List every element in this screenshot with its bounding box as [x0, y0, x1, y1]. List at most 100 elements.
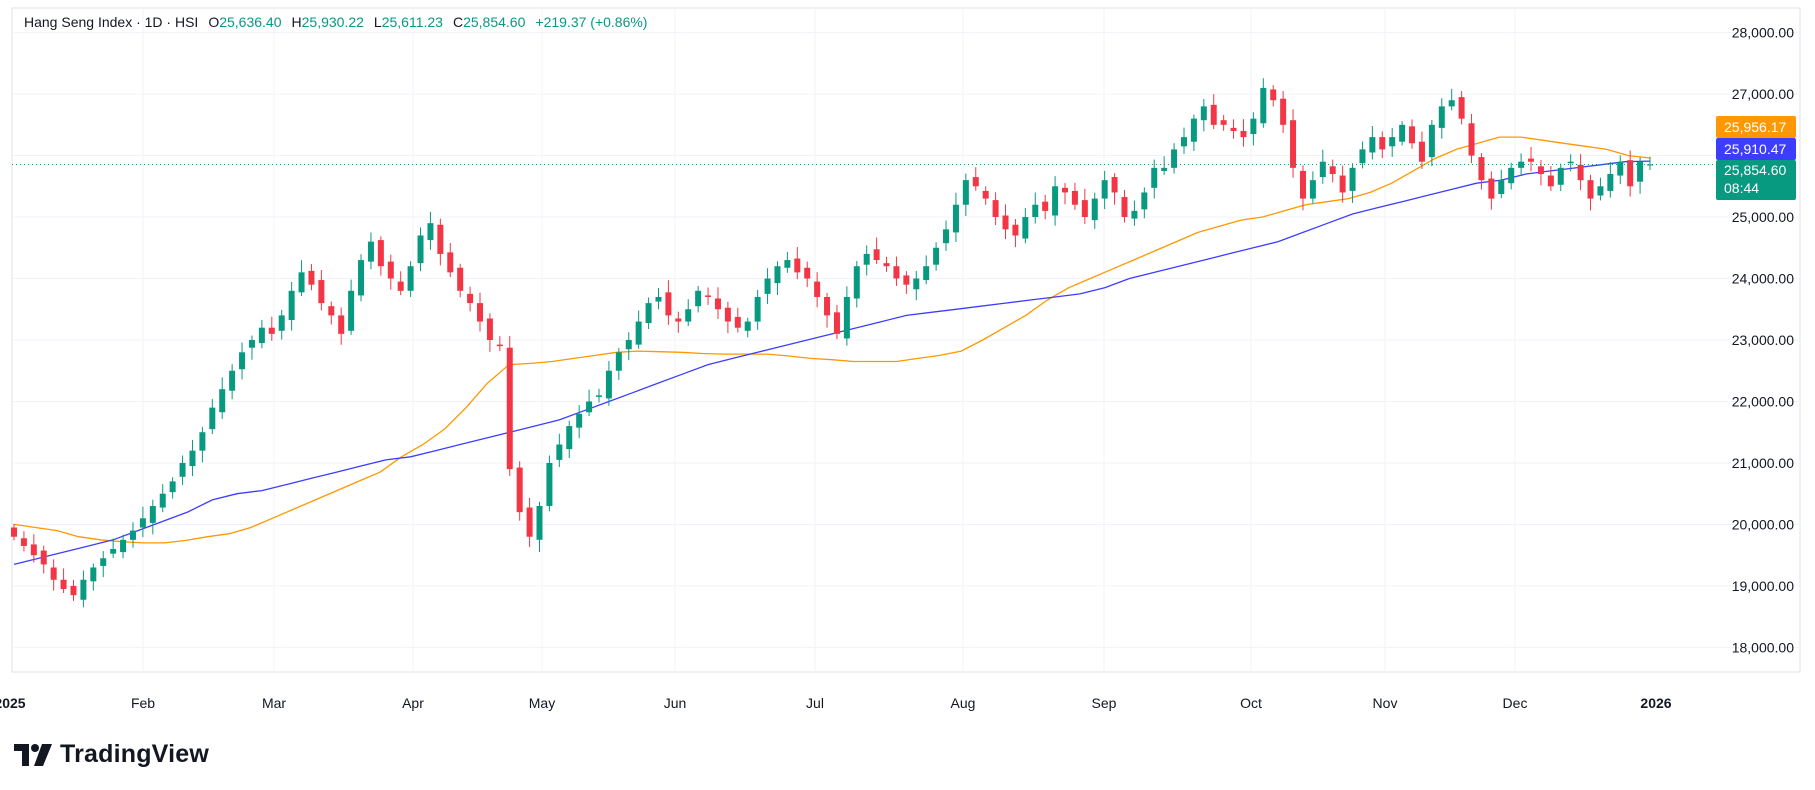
- candle-up: [110, 549, 117, 554]
- candle-down: [734, 316, 741, 328]
- candle-up: [546, 462, 553, 506]
- x-tick-label: Nov: [1373, 695, 1398, 711]
- candle-up: [1022, 217, 1029, 239]
- x-tick-label: 2026: [1640, 695, 1671, 711]
- candle-up: [962, 180, 969, 205]
- x-tick-label: Aug: [951, 695, 976, 711]
- bar-countdown-text: 08:44: [1724, 180, 1759, 196]
- candle-down: [675, 318, 682, 322]
- candle-up: [744, 321, 751, 331]
- candle-up: [120, 539, 127, 553]
- candle-up: [129, 530, 136, 540]
- candle-down: [1062, 187, 1069, 193]
- y-tick-label: 19,000.00: [1732, 578, 1794, 594]
- candle-up: [90, 567, 97, 582]
- legend-low-label: L: [373, 14, 382, 30]
- candle-down: [1299, 170, 1306, 199]
- candle-down: [526, 507, 533, 537]
- candle-up: [1260, 87, 1267, 124]
- candle-up: [169, 481, 176, 493]
- tradingview-logo[interactable]: TradingView: [14, 740, 209, 769]
- y-tick-label: 18,000.00: [1732, 639, 1794, 655]
- candle-down: [318, 280, 325, 304]
- candle-down: [30, 544, 37, 556]
- candle-down: [328, 306, 335, 316]
- candle-up: [1131, 210, 1138, 219]
- candle-up: [189, 450, 196, 467]
- legend-title[interactable]: Hang Seng Index · 1D · HSI: [24, 14, 199, 30]
- y-tick-label: 25,000.00: [1732, 209, 1794, 225]
- candle-down: [40, 550, 47, 565]
- y-tick-label: 22,000.00: [1732, 393, 1794, 409]
- candle-up: [685, 309, 692, 322]
- y-tick-label: 28,000.00: [1732, 25, 1794, 41]
- candle-down: [814, 281, 821, 297]
- candle-up: [1190, 118, 1197, 142]
- candle-up: [1647, 164, 1653, 166]
- y-tick-label: 27,000.00: [1732, 86, 1794, 102]
- candle-up: [407, 266, 414, 291]
- candle-down: [1240, 130, 1247, 138]
- candle-down: [1537, 166, 1544, 174]
- candle-up: [258, 327, 265, 344]
- candle-down: [824, 296, 831, 316]
- candle-down: [308, 270, 315, 285]
- symbol-legend[interactable]: Hang Seng Index · 1D · HSI O25,636.40 H25,…: [24, 14, 647, 30]
- candle-down: [972, 177, 979, 187]
- candle-down: [506, 347, 513, 470]
- candle-down: [1409, 126, 1416, 144]
- candle-up: [645, 303, 652, 324]
- candle-down: [1547, 175, 1554, 187]
- x-axis[interactable]: 2025 Feb Mar Apr May Jun Jul Aug Sep Oct Nov Dec 202…: [0, 695, 1672, 711]
- candle-down: [1210, 104, 1217, 125]
- candle-up: [863, 253, 870, 265]
- candle-down: [724, 307, 731, 322]
- legend-open-value: 25,636.40: [219, 14, 282, 30]
- candle-up: [298, 272, 305, 293]
- candle-up: [1349, 167, 1356, 191]
- x-tick-label: May: [529, 695, 555, 711]
- candle-up: [80, 579, 87, 600]
- candle-up: [1389, 137, 1396, 147]
- y-tick-label: 20,000.00: [1732, 516, 1794, 532]
- candle-down: [714, 298, 721, 310]
- candle-up: [615, 352, 622, 371]
- candle-down: [1270, 89, 1277, 101]
- candle-down: [447, 252, 454, 273]
- candle-up: [1052, 186, 1059, 216]
- candle-up: [1091, 198, 1098, 221]
- candle-up: [586, 401, 593, 413]
- ma-short-badge: [1716, 116, 1796, 138]
- candle-up: [1637, 161, 1644, 182]
- candle-up: [149, 506, 156, 523]
- candle-down: [496, 344, 503, 347]
- candles: [11, 78, 1653, 608]
- candle-up: [695, 290, 702, 307]
- candle-down: [1478, 157, 1485, 181]
- candle-down: [486, 318, 493, 340]
- x-tick-label: Dec: [1503, 695, 1528, 711]
- candle-down: [665, 292, 672, 316]
- last-price-badge: [1716, 160, 1796, 200]
- candle-down: [11, 527, 17, 537]
- candle-down: [1290, 120, 1297, 168]
- candle-down: [60, 579, 67, 589]
- candle-down: [804, 267, 811, 279]
- candle-up: [219, 389, 226, 413]
- candle-down: [377, 240, 384, 267]
- candle-up: [605, 370, 612, 399]
- candle-up: [595, 395, 602, 397]
- candle-up: [358, 260, 365, 296]
- candle-up: [1141, 192, 1148, 210]
- candle-down: [1379, 137, 1386, 150]
- candle-up: [853, 266, 860, 299]
- candle-down: [268, 327, 275, 334]
- y-axis[interactable]: 18,000.00 19,000.00 20,000.00 21,000.00 22,0…: [1732, 25, 1794, 656]
- candle-up: [1399, 124, 1406, 142]
- candle-up: [635, 321, 642, 345]
- candle-up: [1607, 174, 1614, 191]
- grid: [11, 7, 1801, 673]
- x-tick-label: Oct: [1240, 695, 1262, 711]
